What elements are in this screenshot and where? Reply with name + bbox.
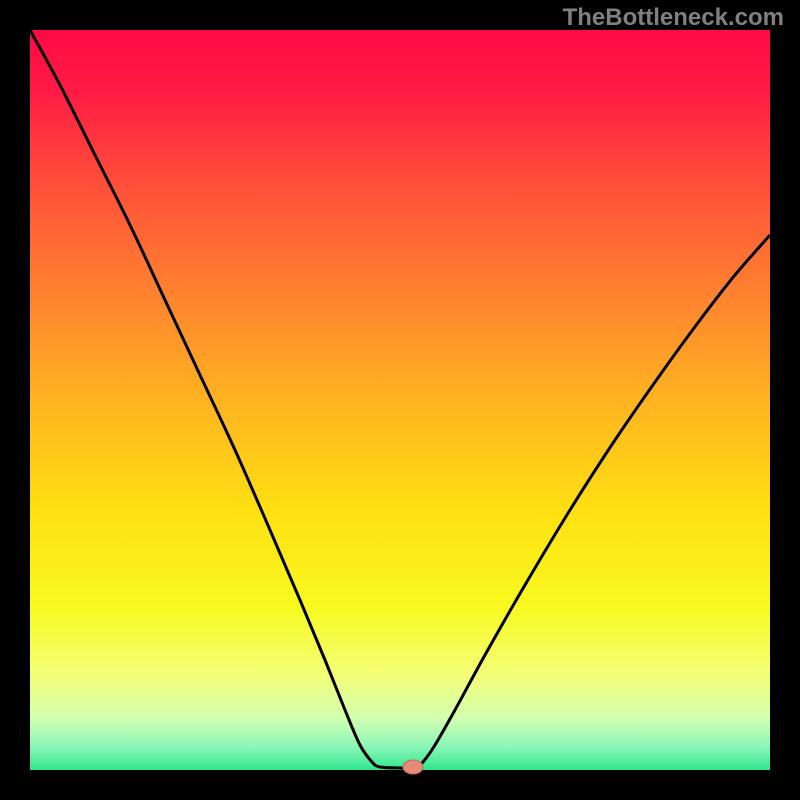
optimal-point-marker: [403, 760, 423, 774]
chart-container: TheBottleneck.com: [0, 0, 800, 800]
bottleneck-chart: [0, 0, 800, 800]
gradient-background: [30, 30, 770, 770]
watermark-text: TheBottleneck.com: [563, 4, 784, 32]
